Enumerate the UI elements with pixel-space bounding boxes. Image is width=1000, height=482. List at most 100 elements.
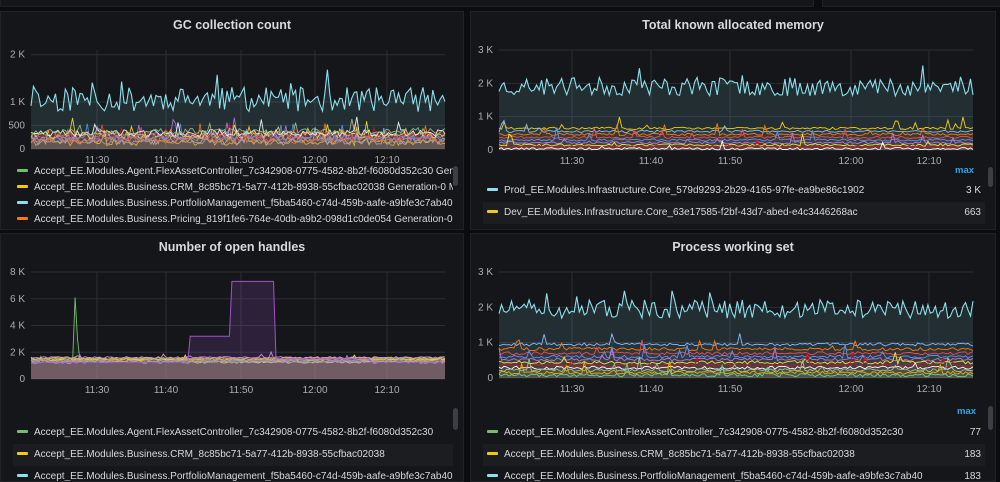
series-line[interactable] [30,354,446,362]
series-line[interactable] [498,133,974,147]
series-line[interactable] [498,352,974,366]
panel-process-working-set[interactable]: Process working set 3 K 2 K 1 K 0 11:30 11:40… [470,233,996,482]
series-line[interactable] [498,137,974,149]
legend-item-label: Accept_EE.Modules.Business.CRM_8c85bc71-… [34,182,453,193]
panel-number-of-open-handles[interactable]: Number of open handles 8 K 6 K 4 K 2 K 0 11:3… [0,233,464,482]
x-tick-label: 12:10 [916,156,941,167]
legend-color-swatch[interactable] [17,451,28,455]
legend-color-swatch[interactable] [17,216,28,220]
x-tick-label: 11:30 [560,156,585,167]
series-line[interactable] [498,361,974,375]
series-line[interactable] [498,116,974,130]
series-area [31,355,445,379]
legend-item[interactable]: Accept_EE.Modules.Business.CRM_8c85bc71-… [13,180,453,196]
legend-item[interactable]: Accept_EE.Modules.Agent.FlexAssetControl… [13,164,453,180]
x-tick-label: 11:30 [85,385,110,396]
series-area [31,119,445,149]
legend-item[interactable]: Accept_EE.Modules.Business.CRM_8c85bc71-… [483,444,985,466]
series-line[interactable] [498,132,974,145]
legend-color-swatch[interactable] [487,451,498,455]
legend-item[interactable]: Accept_EE.Modules.Business.PortfolioMana… [483,466,985,481]
series-line[interactable] [498,332,974,347]
legend-item-label: Prod_EE.Modules.Infrastructure.Core_579d… [504,185,865,196]
graph-gc-collection-count[interactable]: 2 K 1 K 500 0 11:30 11:40 11:50 12:00 12:10 [1,36,464,186]
series-line[interactable] [30,127,446,146]
legend-scrollbar[interactable] [453,408,458,430]
y-tick-label: 0 [19,144,25,155]
legend-item[interactable]: Accept_EE.Modules.Business.Pricing_819f1… [13,212,453,228]
series-line[interactable] [498,356,974,373]
x-tick-label: 11:40 [154,385,179,396]
y-tick-label: 3 K [478,267,493,278]
series-line[interactable] [30,118,446,137]
x-tick-label: 12:00 [302,155,327,166]
x-tick-label: 12:10 [374,385,399,396]
y-tick-label: 1 K [478,338,493,349]
legend-scrollbar[interactable] [988,167,993,187]
graph-number-of-open-handles[interactable]: 8 K 6 K 4 K 2 K 0 11:30 11:40 11:50 12:00 12:10 [1,258,464,428]
graph-process-working-set[interactable]: 3 K 2 K 1 K 0 11:30 11:40 11:50 12:00 12:10 [471,258,996,408]
panel-title[interactable]: GC collection count [172,18,292,32]
legend-item[interactable]: Accept_EE.Modules.Business.PortfolioMana… [13,466,453,481]
legend-item-max-value: 3 K [965,185,981,196]
legend-item[interactable]: Accept_EE.Modules.Business.PortfolioMana… [13,196,453,212]
series-line[interactable] [498,139,974,151]
series-line[interactable] [498,119,973,134]
panel-title[interactable]: Process working set [672,240,794,254]
series-area [499,127,973,150]
legend-gc-collection-count: Accept_EE.Modules.Agent.FlexAssetControl… [13,164,453,228]
x-tick-label: 12:00 [302,385,327,396]
legend-item-label: Accept_EE.Modules.Business.Pricing_819f1… [34,214,453,225]
legend-color-swatch[interactable] [17,473,28,477]
legend-color-swatch[interactable] [17,184,28,188]
x-tick-label: 11:50 [229,385,254,396]
series-area [31,355,445,379]
panel-total-known-allocated-memory[interactable]: Total known allocated memory 3 K 2 K 1 K 0 1… [470,11,996,230]
legend-item[interactable]: Accept_EE.Modules.Business.CRM_8c85bc71-… [13,444,453,466]
legend-item[interactable]: Accept_EE.Modules.Agent.FlexAssetControl… [13,422,453,444]
series-line[interactable] [498,339,974,356]
legend-total-known-allocated-memory: Prod_EE.Modules.Infrastructure.Core_579d… [483,180,985,224]
series-line[interactable] [498,290,974,321]
panel-title[interactable]: Total known allocated memory [642,18,824,32]
series-line[interactable] [30,350,445,359]
legend-color-swatch[interactable] [487,429,498,433]
legend-item[interactable]: Prod_EE.Modules.Infrastructure.Core_579d… [483,180,985,202]
legend-max-column-header[interactable]: max [957,406,977,417]
series-line[interactable] [498,123,974,137]
series-line[interactable] [498,339,974,352]
series-area [499,290,973,378]
x-tick-label: 11:40 [154,155,179,166]
legend-item[interactable]: Accept_EE.Modules.Agent.FlexAssetControl… [483,422,985,444]
legend-max-column-header[interactable]: max [955,165,975,176]
x-tick-label: 11:50 [718,156,743,167]
series-line[interactable] [498,351,974,368]
legend-number-of-open-handles: Accept_EE.Modules.Agent.FlexAssetControl… [13,422,453,481]
legend-item[interactable]: Dev_EE.Modules.Infrastructure.Core_63e17… [483,202,985,224]
series-area [31,360,445,379]
legend-scrollbar[interactable] [453,166,458,186]
series-area [31,127,445,149]
legend-color-swatch[interactable] [17,168,28,172]
series-line[interactable] [30,69,446,114]
series-line[interactable] [31,280,445,363]
series-line[interactable] [498,363,974,378]
graph-total-known-allocated-memory[interactable]: 3 K 2 K 1 K 0 11:30 11:40 11:50 12:00 12:10 [471,36,996,178]
legend-item-max-value: 183 [964,449,981,460]
y-tick-label: 2 K [10,347,25,358]
legend-color-swatch[interactable] [487,209,498,213]
series-area [499,357,973,378]
panel-title[interactable]: Number of open handles [158,240,306,254]
legend-color-swatch[interactable] [487,187,498,191]
legend-color-swatch[interactable] [17,200,28,204]
series-line[interactable] [498,65,974,98]
series-line[interactable] [498,347,974,362]
y-tick-label: 0 [19,374,25,385]
series-area [31,297,445,379]
legend-item-label: Accept_EE.Modules.Business.PortfolioMana… [34,198,453,209]
legend-color-swatch[interactable] [487,473,498,477]
legend-color-swatch[interactable] [17,429,28,433]
legend-scrollbar[interactable] [988,406,993,430]
panel-gc-collection-count[interactable]: GC collection count 2 K 1 K 500 0 11:30 11:40… [0,11,464,230]
x-tick-label: 12:00 [838,384,863,395]
